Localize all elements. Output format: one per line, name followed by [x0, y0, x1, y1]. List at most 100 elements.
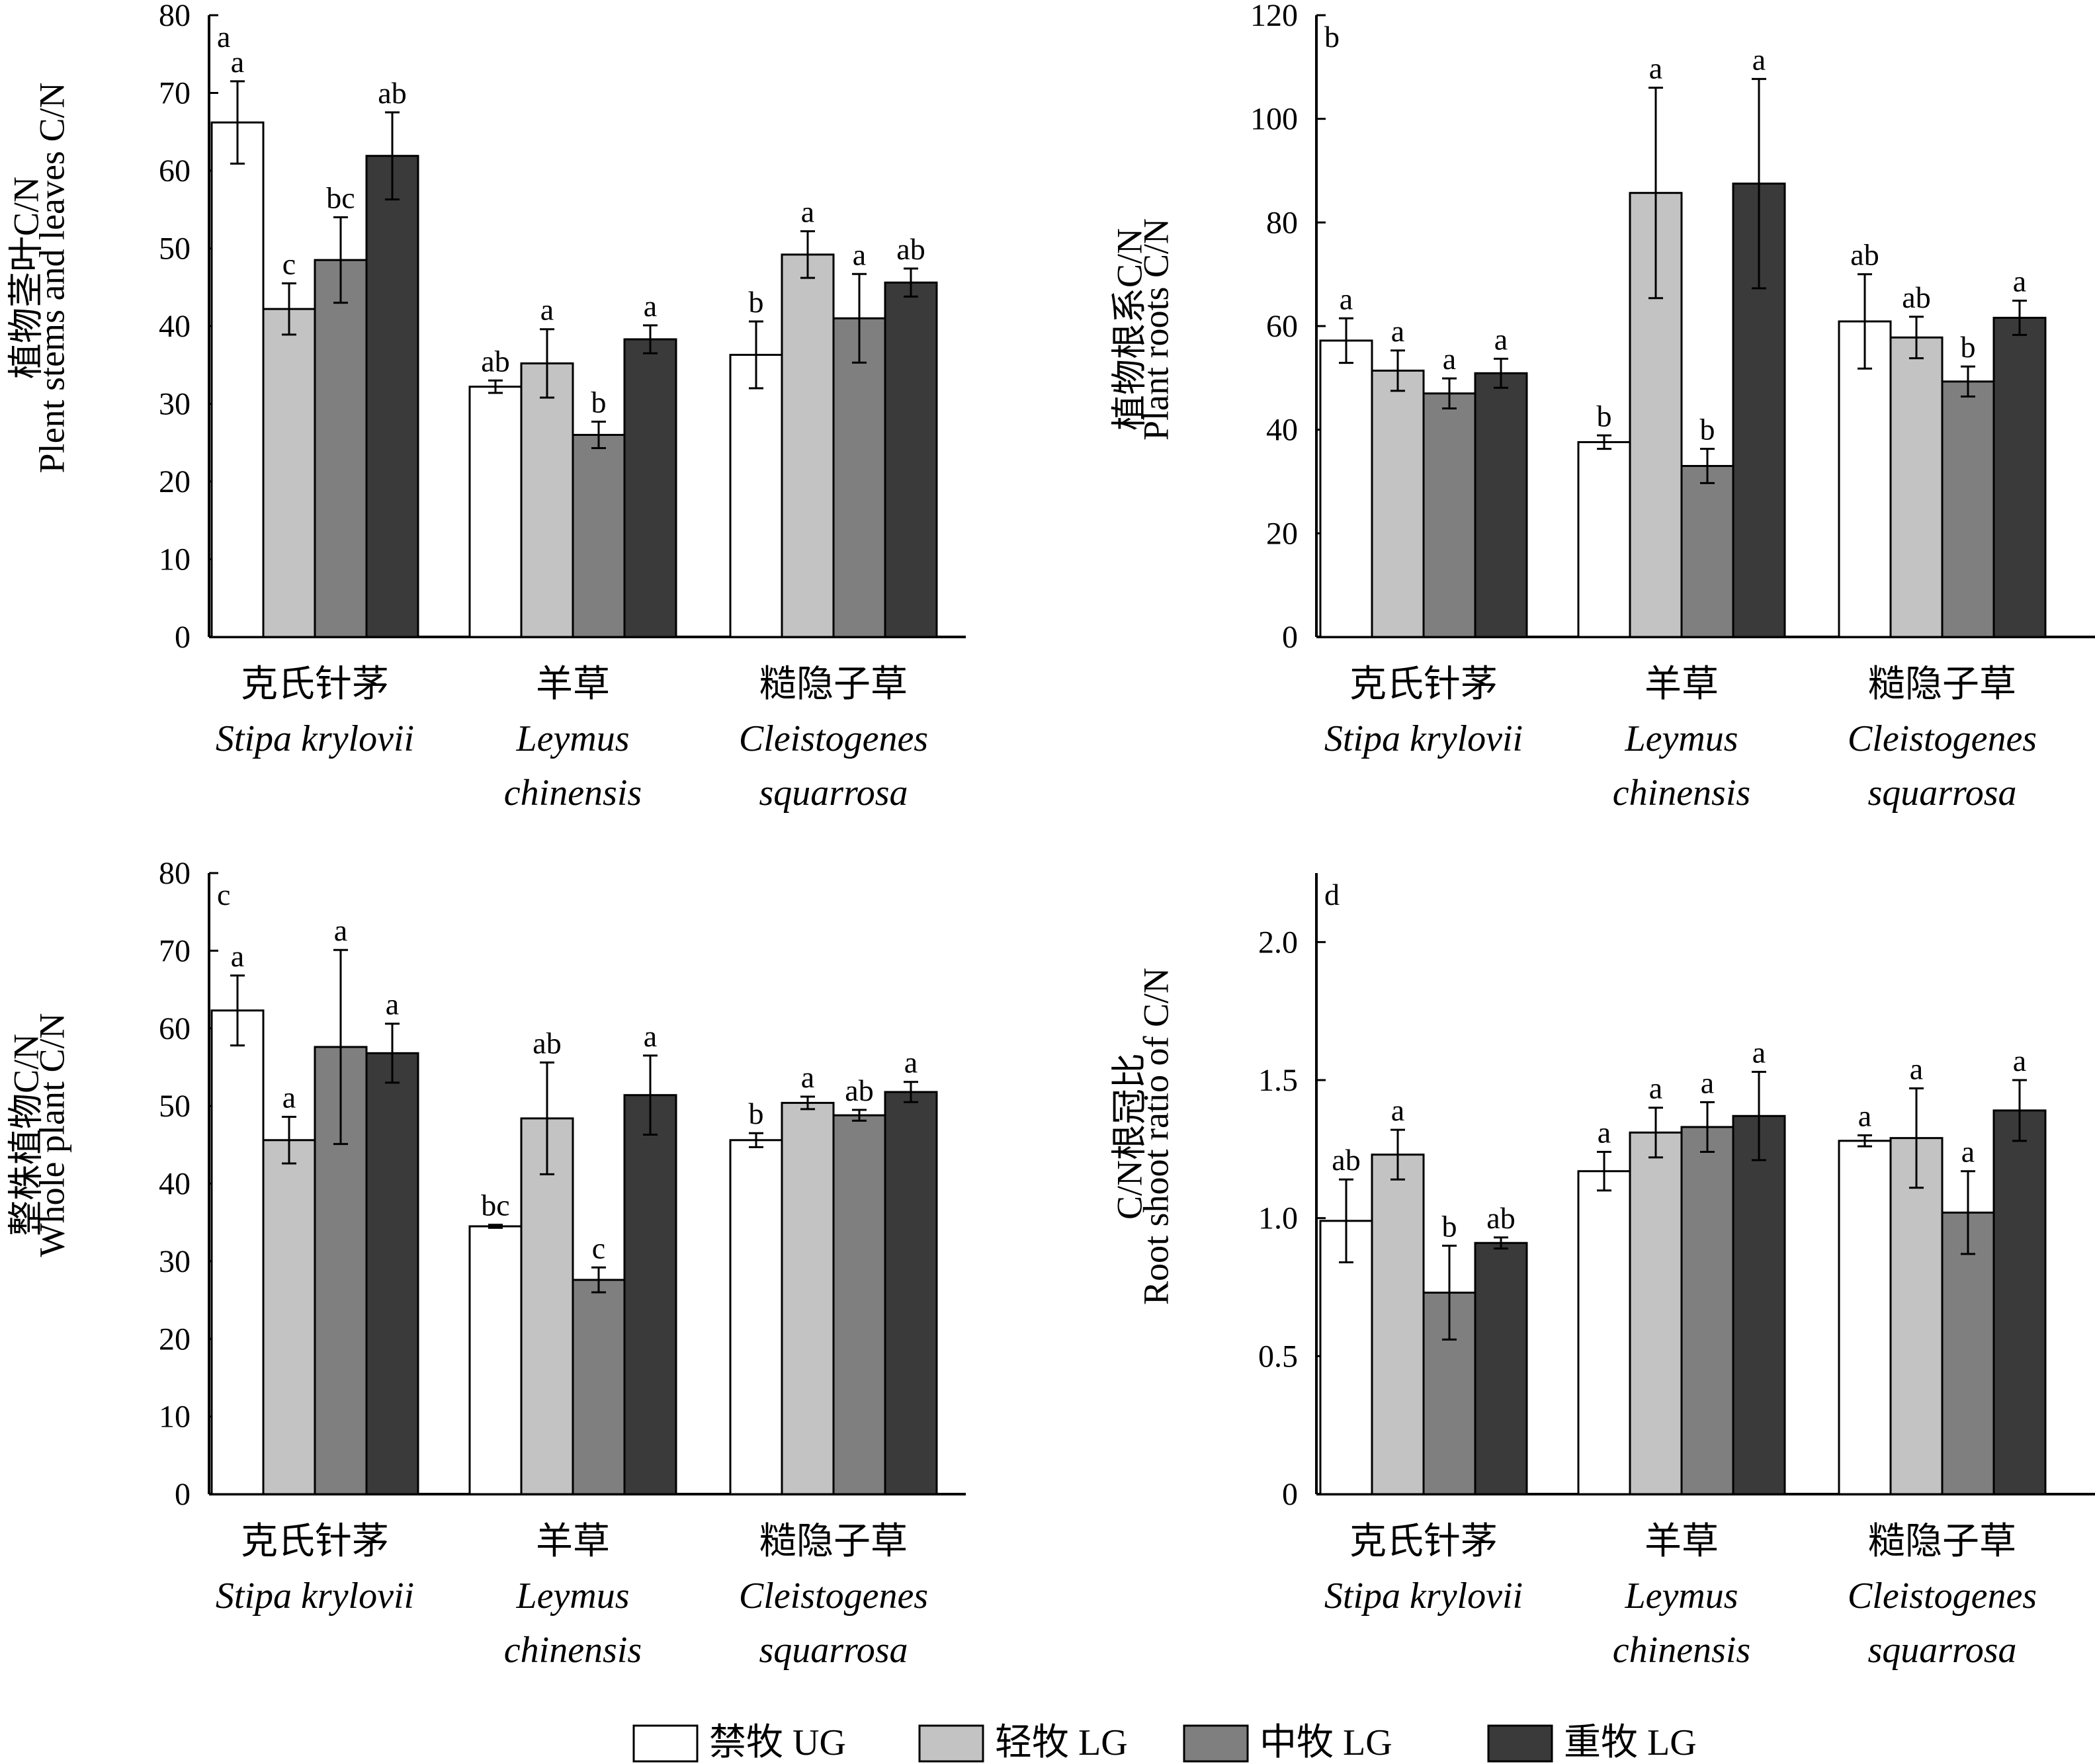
category-label-cn: 羊草: [536, 1521, 610, 1562]
y-tick-label: 20: [159, 464, 191, 499]
y-tick-label: 70: [159, 933, 191, 968]
significance-letter: ab: [533, 1026, 561, 1060]
y-tick-label: 0: [175, 1477, 191, 1512]
category-label-latin: Leymus: [515, 1575, 629, 1617]
category-label-cn: 羊草: [536, 664, 610, 705]
significance-letter: a: [231, 939, 244, 973]
bar: [1371, 1154, 1425, 1495]
significance-letter: a: [282, 1081, 296, 1114]
bar: [1629, 1131, 1683, 1495]
y-tick-label: 70: [159, 76, 191, 111]
y-axis-label-cn: 植物根系C/N: [1109, 228, 1149, 431]
y-tick-label: 20: [1266, 516, 1298, 551]
bar: [1889, 336, 1944, 638]
significance-letter: a: [1649, 52, 1662, 85]
panel-label: a: [217, 20, 230, 54]
legend-item-label: 轻牧 LG: [995, 1722, 1128, 1763]
legend-swatch: [1183, 1724, 1249, 1763]
significance-letter: a: [644, 289, 657, 323]
bar: [262, 308, 316, 638]
significance-letter: b: [749, 1097, 764, 1130]
bar: [1319, 1220, 1373, 1495]
significance-letter: a: [1701, 1066, 1714, 1099]
category-label-latin: chinensis: [504, 773, 642, 814]
bar: [781, 1101, 835, 1495]
bar: [210, 1009, 265, 1495]
panel-label: d: [1324, 878, 1340, 911]
significance-letter: ab: [1486, 1201, 1515, 1235]
significance-letter: bc: [326, 181, 355, 215]
y-tick-label: 30: [159, 1244, 191, 1279]
bar: [884, 1091, 938, 1495]
category-label-latin: Stipa krylovii: [1324, 1575, 1523, 1617]
y-tick-label: 20: [159, 1322, 191, 1357]
category-label-latin: squarrosa: [1867, 773, 2016, 814]
significance-letter: a: [801, 1060, 814, 1094]
significance-letter: a: [1494, 322, 1508, 356]
bar: [262, 1139, 316, 1495]
category-label-latin: Cleistogenes: [739, 1575, 928, 1617]
significance-letter: a: [1858, 1099, 1871, 1132]
significance-letter: b: [1700, 413, 1715, 446]
significance-letter: a: [644, 1019, 657, 1053]
significance-letter: ab: [481, 344, 509, 378]
y-axis-label-cn: C/N根冠比: [1109, 1053, 1149, 1220]
significance-letter: a: [386, 987, 399, 1021]
category-label-latin: Stipa krylovii: [216, 1575, 414, 1617]
y-tick-label: 40: [159, 309, 191, 344]
y-tick-label: 50: [159, 231, 191, 267]
y-axis-label-cn: 植物茎叶C/N: [6, 177, 46, 379]
bar: [623, 1094, 677, 1495]
significance-letter: a: [1443, 342, 1456, 376]
y-tick-label: 40: [1266, 413, 1298, 448]
category-label-cn: 糙隐子草: [1868, 664, 2016, 705]
y-tick-label: 2.0: [1258, 925, 1298, 960]
category-label-cn: 糙隐子草: [759, 664, 908, 705]
category-label-latin: chinensis: [1613, 1630, 1750, 1671]
y-axis-label-en: Plant roots C/N: [1136, 218, 1176, 441]
y-tick-label: 60: [159, 1011, 191, 1046]
panel-label: b: [1324, 20, 1340, 54]
y-tick-label: 80: [1266, 205, 1298, 240]
bar: [781, 253, 835, 638]
significance-letter: a: [904, 1046, 918, 1079]
y-axis-label-en: Root shoot ratio of C/N: [1136, 968, 1176, 1305]
category-label-cn: 羊草: [1645, 1521, 1719, 1562]
category-label-cn: 克氏针茅: [241, 664, 389, 705]
y-tick-label: 120: [1250, 0, 1298, 33]
y-tick-label: 100: [1250, 102, 1298, 137]
y-tick-label: 40: [159, 1167, 191, 1202]
bar: [1319, 339, 1373, 638]
y-axis-label-cn: 整株植物C/N: [6, 1034, 46, 1236]
category-label-cn: 克氏针茅: [1349, 664, 1498, 705]
significance-letter: a: [801, 195, 814, 229]
category-label-latin: Cleistogenes: [739, 718, 928, 759]
bar: [1577, 1170, 1631, 1495]
bar: [884, 281, 938, 638]
legend: 禁牧 UG 轻牧 LG 中牧 LG 重牧 LG: [632, 1722, 1697, 1763]
y-tick-label: 10: [159, 1400, 191, 1435]
bar: [520, 362, 574, 638]
category-label-latin: Leymus: [1624, 1575, 1738, 1617]
bar: [210, 121, 265, 638]
significance-letter: bc: [481, 1189, 509, 1222]
bar: [468, 1225, 523, 1495]
category-label-cn: 克氏针茅: [241, 1521, 389, 1562]
y-tick-label: 1.0: [1258, 1201, 1298, 1236]
significance-letter: b: [591, 386, 607, 419]
category-label-latin: chinensis: [504, 1630, 642, 1671]
bar: [1680, 1126, 1734, 1495]
bar: [1838, 1140, 1892, 1495]
bar: [729, 353, 783, 638]
bar: [1992, 1109, 2047, 1495]
y-tick-label: 60: [1266, 309, 1298, 344]
category-label-latin: squarrosa: [759, 773, 908, 814]
y-tick-label: 60: [159, 153, 191, 189]
y-tick-label: 50: [159, 1089, 191, 1124]
y-tick-label: 0.5: [1258, 1339, 1298, 1374]
significance-letter: b: [1442, 1209, 1457, 1243]
